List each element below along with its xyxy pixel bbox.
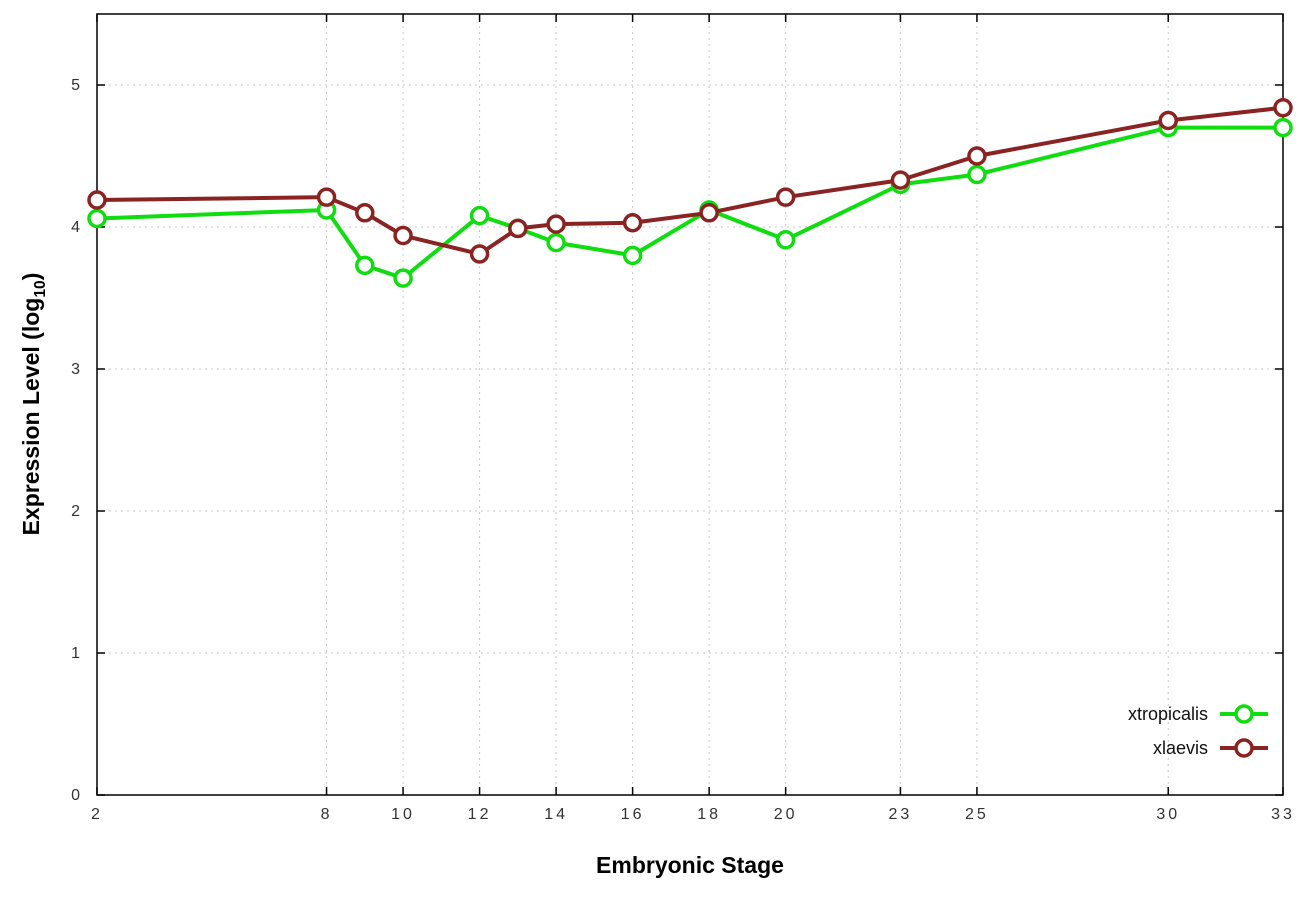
chart-legend: xtropicalis xlaevis (1128, 703, 1270, 759)
legend-item-xlaevis: xlaevis (1153, 737, 1270, 759)
data-point-xlaevis (393, 225, 413, 246)
data-point-xtropicalis (775, 230, 796, 250)
y-tick-label: 3 (71, 361, 83, 378)
x-tick-label: 18 (697, 806, 721, 823)
data-point-xlaevis (87, 190, 107, 210)
data-point-xlaevis (546, 214, 566, 234)
data-point-xtropicalis (1273, 117, 1293, 138)
data-point-xtropicalis (622, 245, 643, 266)
legend-label-xlaevis: xlaevis (1152, 737, 1208, 758)
data-point-xlaevis (469, 244, 490, 264)
data-point-xlaevis (1158, 110, 1178, 131)
legend-item-xtropicalis: xtropicalis (1128, 703, 1270, 725)
y-tick-label: 5 (71, 77, 83, 94)
data-point-xlaevis (775, 187, 796, 207)
data-point-xtropicalis (469, 205, 490, 226)
plot-border (96, 13, 1284, 796)
x-tick-label: 33 (1271, 806, 1295, 823)
x-tick-label: 16 (621, 806, 645, 823)
x-tick-label: 25 (965, 806, 989, 823)
y-tick-label: 1 (71, 645, 83, 662)
data-point-xtropicalis (393, 268, 413, 288)
data-point-xlaevis (1273, 97, 1293, 118)
legend-marker-xtropicalis-icon (1220, 704, 1268, 724)
data-point-xtropicalis (546, 232, 566, 253)
data-point-xtropicalis (967, 164, 987, 185)
data-point-xlaevis (508, 218, 528, 239)
data-point-xlaevis (890, 170, 911, 190)
y-axis-label-sub: 10 (31, 280, 49, 298)
y-axis-label: Expression Level (log10) (18, 273, 50, 536)
legend-marker-xlaevis-icon (1220, 738, 1268, 758)
x-tick-label: 30 (1156, 806, 1180, 823)
y-tick-label: 0 (71, 787, 83, 804)
x-axis-label: Embryonic Stage (596, 852, 784, 878)
data-point-xlaevis (355, 203, 375, 223)
x-tick-label: 2 (91, 806, 103, 823)
data-point-xlaevis (967, 146, 987, 166)
x-tick-label: 8 (321, 806, 333, 823)
x-tick-label: 12 (468, 806, 492, 823)
data-point-xlaevis (316, 187, 337, 207)
legend-label-xtropicalis: xtropicalis (1127, 703, 1208, 724)
data-point-xtropicalis (87, 208, 107, 229)
data-point-xlaevis (622, 212, 643, 233)
x-tick-label: 10 (391, 806, 415, 823)
x-tick-label: 14 (544, 806, 568, 823)
series-line-xtropicalis (95, 125, 1285, 281)
series-line-xlaevis (95, 105, 1285, 256)
y-tick-label: 2 (71, 503, 83, 520)
y-axis-label-end: ) (18, 272, 45, 281)
data-point-xlaevis (699, 203, 719, 223)
x-tick-label: 23 (889, 806, 913, 823)
x-tick-label: 20 (774, 806, 798, 823)
data-point-xtropicalis (355, 255, 375, 276)
y-axis-label-main: Expression Level (log (18, 297, 45, 536)
y-tick-label: 4 (71, 219, 83, 236)
